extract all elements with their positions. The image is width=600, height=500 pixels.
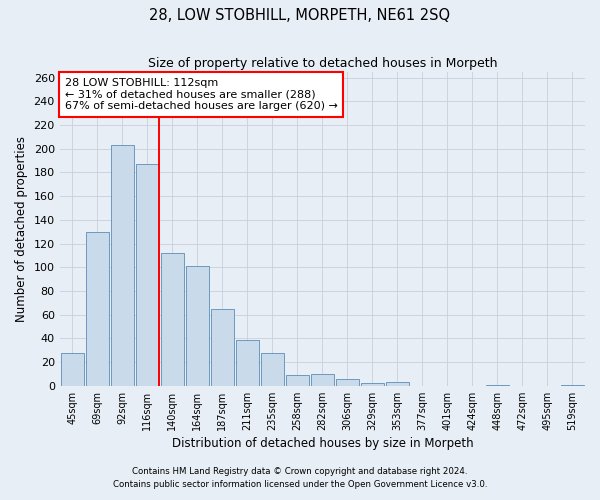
X-axis label: Distribution of detached houses by size in Morpeth: Distribution of detached houses by size … bbox=[172, 437, 473, 450]
Bar bbox=[110, 145, 134, 386]
Bar bbox=[61, 352, 83, 386]
Bar bbox=[486, 384, 509, 386]
Y-axis label: Number of detached properties: Number of detached properties bbox=[15, 136, 28, 322]
Bar bbox=[311, 374, 334, 386]
Bar bbox=[186, 266, 209, 386]
Bar bbox=[211, 309, 234, 386]
Bar bbox=[361, 384, 384, 386]
Bar bbox=[561, 384, 584, 386]
Title: Size of property relative to detached houses in Morpeth: Size of property relative to detached ho… bbox=[148, 58, 497, 70]
Text: 28 LOW STOBHILL: 112sqm
← 31% of detached houses are smaller (288)
67% of semi-d: 28 LOW STOBHILL: 112sqm ← 31% of detache… bbox=[65, 78, 338, 111]
Bar bbox=[136, 164, 159, 386]
Bar bbox=[236, 340, 259, 386]
Bar bbox=[286, 375, 309, 386]
Text: 28, LOW STOBHILL, MORPETH, NE61 2SQ: 28, LOW STOBHILL, MORPETH, NE61 2SQ bbox=[149, 8, 451, 22]
Text: Contains HM Land Registry data © Crown copyright and database right 2024.
Contai: Contains HM Land Registry data © Crown c… bbox=[113, 467, 487, 489]
Bar bbox=[261, 352, 284, 386]
Bar bbox=[161, 253, 184, 386]
Bar bbox=[336, 378, 359, 386]
Bar bbox=[386, 382, 409, 386]
Bar bbox=[86, 232, 109, 386]
